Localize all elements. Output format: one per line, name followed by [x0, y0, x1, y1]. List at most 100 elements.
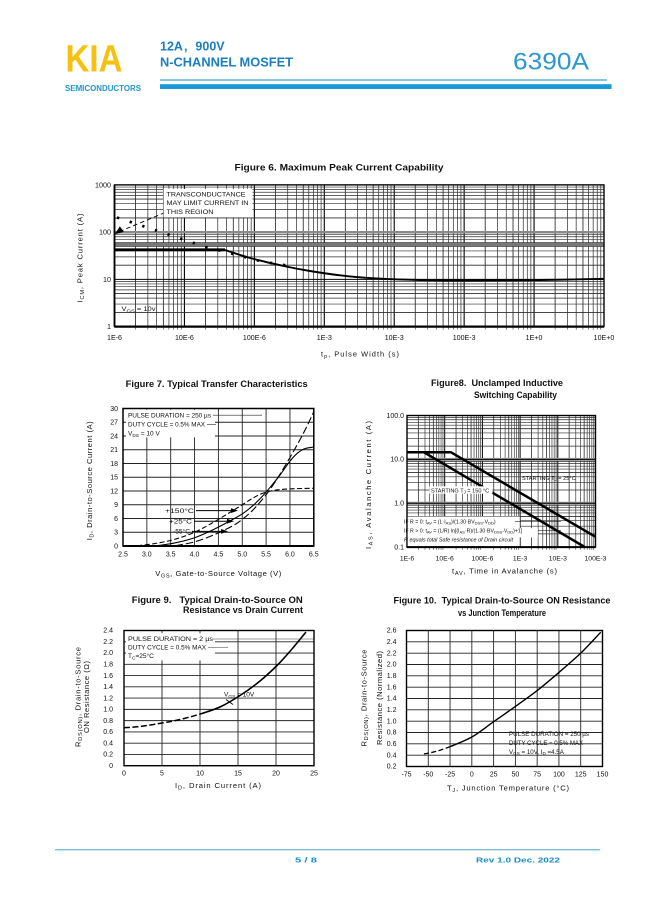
svg-text:1.6: 1.6	[387, 684, 397, 691]
svg-text:VGS, Gate-to-Source Voltage (V: VGS, Gate-to-Source Voltage (V)	[155, 569, 281, 580]
svg-text:PULSE DURATION = 2 µs: PULSE DURATION = 2 µs	[128, 636, 214, 643]
svg-text:Resistance (Normalized): Resistance (Normalized)	[375, 651, 384, 745]
svg-text:tAV, Time in Avalanche (s): tAV, Time in Avalanche (s)	[452, 567, 557, 578]
svg-text:6: 6	[114, 516, 118, 523]
svg-text:VGS = 10V: VGS = 10V	[224, 692, 255, 700]
svg-text:5.5: 5.5	[261, 552, 271, 559]
svg-text:100: 100	[99, 228, 111, 237]
svg-text:ICM, Peak Current (A): ICM, Peak Current (A)	[76, 213, 87, 302]
svg-text:2.2: 2.2	[387, 650, 397, 657]
svg-text:RDS(ON), Drain-to-Source: RDS(ON), Drain-to-Source	[360, 650, 371, 747]
svg-text:1000: 1000	[95, 180, 111, 189]
svg-text:10: 10	[103, 275, 111, 284]
svg-text:5.0: 5.0	[237, 552, 247, 559]
svg-text:PULSE DURATION = 250 µs: PULSE DURATION = 250 µs	[509, 731, 589, 738]
svg-text:1.6: 1.6	[103, 673, 113, 680]
svg-text:27: 27	[110, 420, 118, 427]
svg-text:0.6: 0.6	[103, 729, 113, 736]
svg-text:THIS REGION: THIS REGION	[167, 209, 214, 216]
svg-text:Resistance vs Drain Current: Resistance vs Drain Current	[183, 605, 303, 615]
svg-text:3: 3	[114, 530, 118, 537]
svg-text:VDS = 10 V: VDS = 10 V	[128, 431, 160, 439]
svg-text:0.1: 0.1	[394, 544, 404, 551]
svg-text:IF R = 0: tAV = (L·IAS)/(1.30·: IF R = 0: tAV = (L·IAS)/(1.30·BVDSS-VDD)	[404, 520, 496, 526]
svg-text:Rev 1.0 Dec. 2022: Rev 1.0 Dec. 2022	[476, 856, 560, 865]
svg-text:0.8: 0.8	[387, 730, 397, 737]
svg-text:0.4: 0.4	[387, 752, 397, 759]
svg-text:10E-3: 10E-3	[549, 556, 567, 563]
svg-text:Figure8. Unclamped Inductive: Figure8. Unclamped Inductive	[431, 378, 563, 388]
svg-text:-75: -75	[401, 772, 411, 779]
svg-text:50: 50	[511, 772, 519, 779]
svg-text:ON Resistance (Ω): ON Resistance (Ω)	[82, 661, 91, 733]
svg-text:ID, Drain Current (A): ID, Drain Current (A)	[175, 781, 261, 792]
svg-text:1.2: 1.2	[387, 707, 397, 714]
svg-text:1.8: 1.8	[103, 662, 113, 669]
svg-text:tp, Pulse Width (s): tp, Pulse Width (s)	[321, 350, 399, 361]
svg-text:1.4: 1.4	[387, 696, 397, 703]
svg-text:MAY LIMIT CURRENT IN: MAY LIMIT CURRENT IN	[167, 200, 249, 207]
svg-text:6.0: 6.0	[285, 552, 295, 559]
svg-text:+25°C: +25°C	[169, 518, 192, 526]
svg-text:2.4: 2.4	[103, 628, 113, 635]
svg-text:PULSE DURATION = 250 µs: PULSE DURATION = 250 µs	[128, 413, 212, 420]
svg-text:6.5: 6.5	[309, 552, 319, 559]
svg-text:18: 18	[110, 461, 118, 468]
svg-text:1.8: 1.8	[387, 673, 397, 680]
svg-text:10E-6: 10E-6	[175, 334, 194, 342]
svg-text:100E-3: 100E-3	[585, 556, 607, 563]
svg-text:TRANSCONDUCTANCE: TRANSCONDUCTANCE	[167, 191, 246, 198]
svg-text:10: 10	[196, 771, 204, 778]
svg-text:+150°C: +150°C	[165, 507, 194, 515]
svg-text:15: 15	[234, 771, 242, 778]
svg-text:1.4: 1.4	[103, 684, 113, 691]
svg-text:2.2: 2.2	[103, 639, 113, 646]
svg-text:2.5: 2.5	[118, 552, 128, 559]
svg-text:3.5: 3.5	[166, 552, 176, 559]
svg-text:0.6: 0.6	[387, 741, 397, 748]
svg-text:1E-3: 1E-3	[317, 334, 332, 342]
svg-text:10E-3: 10E-3	[385, 334, 404, 342]
svg-text:1E-6: 1E-6	[107, 334, 122, 342]
svg-text:100: 100	[553, 772, 565, 779]
svg-text:2.0: 2.0	[387, 662, 397, 669]
svg-text:5 / 8: 5 / 8	[295, 856, 317, 865]
svg-text:9: 9	[114, 502, 118, 509]
svg-text:0.2: 0.2	[103, 752, 113, 759]
svg-text:24: 24	[110, 433, 118, 440]
svg-text:20: 20	[272, 771, 280, 778]
svg-text:TJ, Junction Temperature (°C): TJ, Junction Temperature (°C)	[447, 784, 569, 795]
svg-text:2.6: 2.6	[387, 628, 397, 635]
svg-text:ID, Drain-to-Source Current (A: ID, Drain-to-Source Current (A)	[85, 421, 96, 540]
svg-text:0: 0	[109, 763, 113, 770]
svg-text:0: 0	[122, 771, 126, 778]
svg-text:IAS, Avalanche Current (A): IAS, Avalanche Current (A)	[364, 421, 375, 549]
svg-text:1.0: 1.0	[103, 707, 113, 714]
svg-text:0: 0	[470, 772, 474, 779]
svg-text:Figure 6. Maximum Peak Current: Figure 6. Maximum Peak Current Capabilit…	[235, 163, 445, 173]
svg-text:vs Junction Temperature: vs Junction Temperature	[458, 608, 546, 618]
svg-text:STARTING TJ = 150 °C: STARTING TJ = 150 °C	[431, 489, 489, 495]
svg-text:TC=25°C: TC=25°C	[128, 652, 154, 661]
svg-text:100E-6: 100E-6	[471, 556, 493, 563]
svg-text:10E-6: 10E-6	[436, 556, 454, 563]
svg-text:15: 15	[110, 475, 118, 482]
svg-text:Figure 10. Typical Drain-to-S: Figure 10. Typical Drain-to-Source ON Re…	[394, 596, 611, 606]
svg-text:DUTY CYCLE = 0.5% MAX: DUTY CYCLE = 0.5% MAX	[128, 422, 206, 429]
svg-text:SEMICONDUCTORS: SEMICONDUCTORS	[65, 84, 142, 93]
svg-text:0.4: 0.4	[103, 740, 113, 747]
svg-text:-50: -50	[423, 772, 433, 779]
svg-text:6390A: 6390A	[513, 49, 589, 76]
svg-text:4.5: 4.5	[214, 552, 224, 559]
svg-text:1.0: 1.0	[387, 718, 397, 725]
svg-text:Switching Capability: Switching Capability	[474, 390, 558, 400]
svg-text:100.0: 100.0	[386, 413, 404, 420]
svg-text:5: 5	[160, 771, 164, 778]
svg-text:25: 25	[490, 772, 498, 779]
svg-text:100E-6: 100E-6	[243, 334, 266, 342]
svg-text:N-CHANNEL MOSFET: N-CHANNEL MOSFET	[160, 55, 293, 69]
svg-text:-55°C: -55°C	[173, 528, 190, 536]
svg-text:2.4: 2.4	[387, 639, 397, 646]
svg-text:30: 30	[110, 406, 118, 413]
svg-text:2.0: 2.0	[103, 650, 113, 657]
